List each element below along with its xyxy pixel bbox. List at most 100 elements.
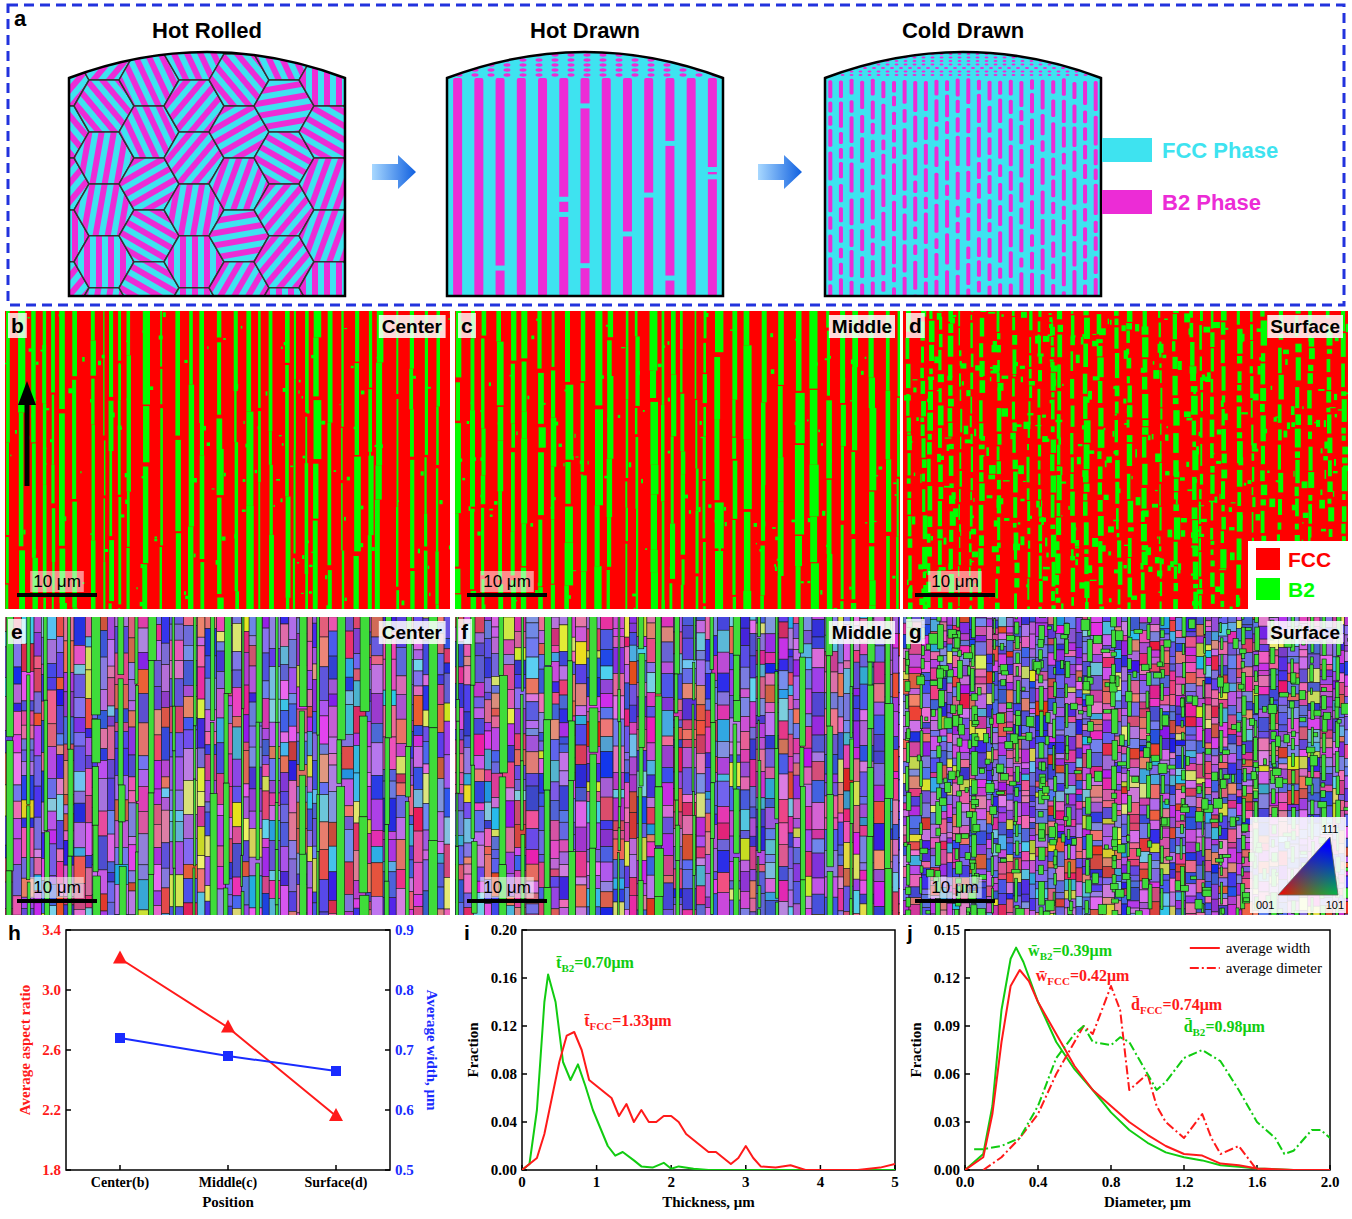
b2-lamella <box>850 79 854 95</box>
b2-region <box>1341 428 1345 434</box>
b2-region <box>703 437 706 480</box>
b2-region <box>1278 473 1283 493</box>
b2-speck <box>600 375 604 379</box>
b2-speck <box>701 437 704 438</box>
b2-dot <box>872 67 876 69</box>
b2-region <box>1051 440 1056 453</box>
b2-region <box>908 556 911 581</box>
b2-lamella <box>892 81 896 92</box>
b2-speck <box>618 415 620 418</box>
b2-region <box>72 311 77 376</box>
b2-region <box>104 440 106 495</box>
b2-lamella <box>998 183 1002 201</box>
b2-region <box>1308 373 1313 384</box>
b2-region <box>760 596 764 610</box>
b2-dot <box>1084 46 1088 48</box>
b2-region <box>921 381 926 394</box>
b2-region <box>481 429 485 476</box>
b2-lamella <box>1009 194 1013 212</box>
b2-region <box>938 374 944 382</box>
b2-region <box>246 412 253 506</box>
b2-region <box>1083 494 1087 501</box>
b2-dot <box>472 73 479 76</box>
b2-lamella <box>881 154 885 175</box>
b2-region <box>109 540 114 601</box>
lamella-break <box>580 263 591 268</box>
b2-dot <box>1093 46 1097 48</box>
b2-region <box>1057 466 1061 471</box>
b2-speck <box>163 312 166 317</box>
b2-region <box>1199 538 1201 550</box>
b2-region <box>31 311 36 442</box>
b2-speck <box>851 360 854 365</box>
b2-dot <box>680 68 687 71</box>
b2-lamella <box>924 248 928 277</box>
b2-speck <box>313 572 314 574</box>
b2-region <box>1057 414 1061 439</box>
b2-region <box>1236 595 1239 607</box>
b2-dot <box>899 67 903 69</box>
b2-speck <box>531 336 534 340</box>
b2-dot <box>1030 46 1034 48</box>
b2-region <box>626 400 629 479</box>
b2-speck <box>621 347 625 348</box>
b2-lamella <box>1072 105 1076 124</box>
b2-lamella <box>1094 236 1098 250</box>
b2-region <box>328 570 332 609</box>
b2-region <box>886 536 890 609</box>
b2-region <box>929 311 932 319</box>
b2-dot <box>886 53 890 55</box>
b2-dot <box>584 63 591 66</box>
b2-lamella <box>977 183 981 199</box>
b2-speck <box>279 435 282 436</box>
b2-region <box>1158 311 1160 318</box>
b2-speck <box>1157 571 1162 577</box>
b2-dot <box>994 57 998 59</box>
b2-lamella <box>1083 145 1087 160</box>
b2-lamella <box>1083 208 1087 221</box>
b2-region <box>650 402 658 465</box>
b2-dot <box>877 57 881 59</box>
b2-region <box>1251 425 1253 446</box>
b2-lamella <box>1062 224 1066 252</box>
b2-dot <box>841 53 845 55</box>
b2-dot <box>962 67 966 69</box>
b2-region <box>341 311 343 427</box>
b2-lamella <box>924 117 928 140</box>
b2-region <box>869 606 876 610</box>
b2-lamella <box>517 78 526 296</box>
b2-dot <box>456 53 463 56</box>
b2-dot <box>913 57 917 59</box>
b2-dot <box>1021 71 1025 73</box>
b2-region <box>1083 374 1088 394</box>
b2-speck <box>317 415 319 418</box>
b2-speck <box>632 594 636 597</box>
b2-region <box>922 438 926 457</box>
b2-speck <box>550 507 553 509</box>
b2-dot <box>895 74 899 76</box>
b2-speck <box>283 388 286 392</box>
grain <box>344 184 404 236</box>
b2-region <box>1070 433 1073 454</box>
b2-dot <box>994 60 998 62</box>
b2-region <box>1260 404 1265 412</box>
b2-lamella <box>871 281 875 295</box>
b2-lamella <box>1094 81 1098 111</box>
b2-region <box>91 340 96 375</box>
b2-speck <box>1334 459 1336 466</box>
b2-region <box>1261 499 1266 505</box>
b2-region <box>959 373 961 386</box>
b2-speck <box>565 390 569 392</box>
b2-region <box>1252 453 1255 461</box>
b2-lamella <box>988 159 992 172</box>
b2-dot <box>520 63 527 66</box>
b2-region <box>937 529 942 538</box>
b2-region <box>1128 558 1131 574</box>
b2-lamella <box>860 137 864 162</box>
b2-dot <box>488 48 495 51</box>
b2-region <box>456 382 460 420</box>
b2-dot <box>712 63 719 66</box>
b2-speck <box>588 461 589 465</box>
b2-region <box>1027 528 1030 534</box>
b2-region <box>1174 542 1178 565</box>
